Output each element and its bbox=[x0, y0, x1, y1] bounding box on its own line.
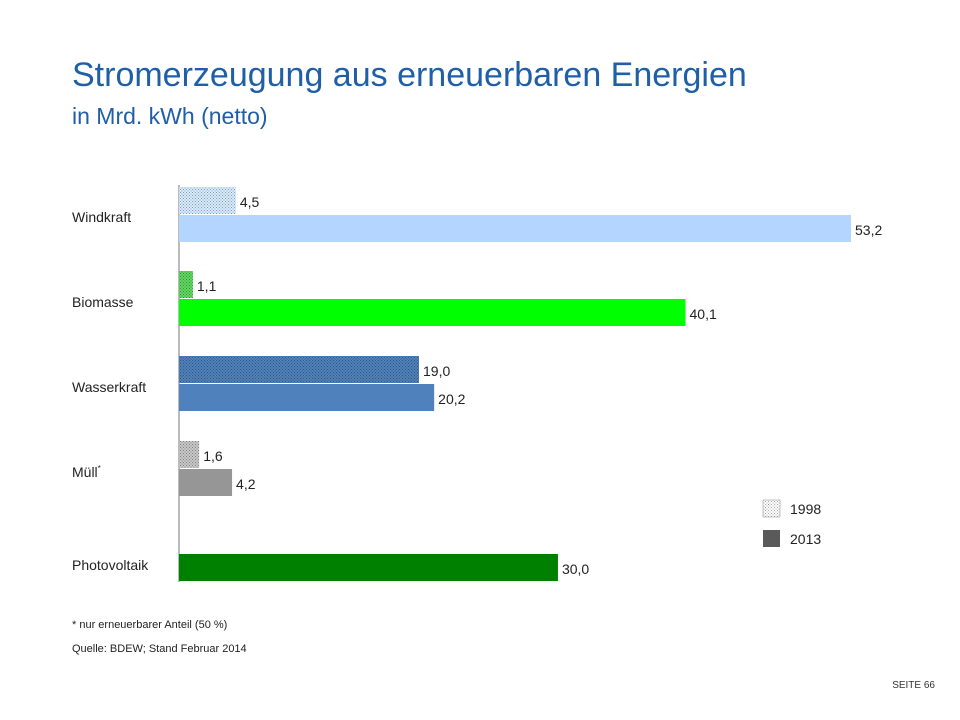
page-number: SEITE 66 bbox=[892, 680, 935, 691]
bar-1998-hatch bbox=[179, 356, 419, 383]
bar-1998-hatch bbox=[179, 441, 200, 468]
category-label: Müll* bbox=[72, 464, 101, 480]
source-note: Quelle: BDEW; Stand Februar 2014 bbox=[72, 643, 247, 655]
data-label-2013: 53,2 bbox=[855, 222, 882, 238]
chart-subtitle: in Mrd. kWh (netto) bbox=[72, 103, 268, 129]
bar-2013-photovoltaik bbox=[179, 554, 558, 581]
footnote: * nur erneuerbarer Anteil (50 %) bbox=[72, 619, 228, 631]
legend-label-2013: 2013 bbox=[790, 531, 821, 547]
data-label-1998: 19,0 bbox=[423, 363, 450, 379]
category-label: Biomasse bbox=[72, 294, 134, 310]
data-label-1998: 1,1 bbox=[197, 278, 217, 294]
category-label: Windkraft bbox=[72, 209, 131, 225]
data-label-1998: 4,5 bbox=[240, 194, 260, 210]
bar-2013-müll bbox=[179, 469, 233, 496]
data-label-2013: 30,0 bbox=[562, 561, 589, 577]
chart-title: Stromerzeugung aus erneuerbaren Energien bbox=[72, 56, 747, 94]
category-label: Photovoltaik bbox=[72, 557, 149, 573]
data-label-2013: 40,1 bbox=[690, 306, 717, 322]
category-label: Wasserkraft bbox=[72, 379, 146, 395]
bar-2013-biomasse bbox=[179, 299, 686, 326]
category-footnote-mark: * bbox=[98, 464, 101, 473]
legend-swatch-hatch bbox=[762, 499, 781, 518]
bar-2013-windkraft bbox=[179, 215, 851, 242]
data-label-2013: 20,2 bbox=[438, 391, 465, 407]
legend-swatch-2013 bbox=[763, 530, 780, 547]
data-label-1998: 1,6 bbox=[203, 448, 223, 464]
legend-label-1998: 1998 bbox=[790, 501, 821, 517]
bar-1998-hatch bbox=[179, 271, 193, 298]
bar-2013-wasserkraft bbox=[179, 384, 435, 411]
data-label-2013: 4,2 bbox=[236, 476, 256, 492]
bar-1998-hatch bbox=[179, 187, 236, 214]
